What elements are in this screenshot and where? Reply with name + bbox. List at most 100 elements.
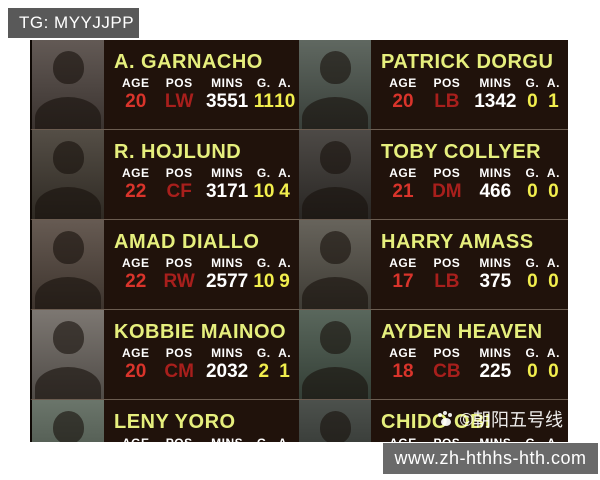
player-goals: 0 — [527, 91, 538, 112]
stats-header-assists: A. — [543, 436, 564, 442]
player-photo — [32, 310, 104, 399]
player-age: 18 — [392, 361, 414, 382]
stats-header-goals: G. — [525, 346, 540, 360]
player-card: AMAD DIALLO AGE POS MINS G. A. 22 RW 257… — [30, 220, 299, 310]
player-card: CHIDO OBI AGE POS MINS G. A. — [299, 400, 568, 442]
stats-header-goals: G. — [256, 346, 271, 360]
player-mins: 3551 — [205, 91, 249, 112]
player-stats: R. HOJLUND AGE POS MINS G. A. 22 CF 3171… — [104, 130, 299, 219]
stats-header-pos: POS — [165, 346, 193, 360]
player-card: R. HOJLUND AGE POS MINS G. A. 22 CF 3171… — [30, 130, 299, 220]
stats-header-age: AGE — [389, 256, 417, 270]
player-mins: 2032 — [205, 361, 249, 382]
person-silhouette-icon — [299, 220, 371, 309]
person-silhouette-icon — [32, 310, 104, 399]
player-name: A. GARNACHO — [114, 51, 263, 73]
stats-header-pos: POS — [425, 436, 469, 442]
player-card: A. GARNACHO AGE POS MINS G. A. 20 LW 355… — [30, 40, 299, 130]
stats-header-row: AGE POS MINS G. A. — [114, 256, 295, 270]
person-silhouette-icon — [32, 130, 104, 219]
stats-header-goals: G. — [525, 166, 540, 180]
player-pos: DM — [432, 181, 462, 202]
player-stats: A. GARNACHO AGE POS MINS G. A. 20 LW 355… — [104, 40, 299, 129]
site-url-banner: www.zh-hthhs-hth.com — [383, 443, 598, 474]
weibo-watermark: ©朝阳五号线 — [437, 409, 563, 431]
stats-header-row: AGE POS MINS G. A. — [381, 436, 564, 442]
player-name: KOBBIE MAINOO — [114, 321, 287, 343]
person-silhouette-icon — [299, 400, 371, 442]
player-photo — [299, 130, 371, 219]
player-stats: HARRY AMASS AGE POS MINS G. A. 17 LB 375… — [371, 220, 568, 309]
player-age: 20 — [392, 91, 414, 112]
stats-header-goals: G. — [256, 76, 271, 90]
player-stats: AMAD DIALLO AGE POS MINS G. A. 22 RW 257… — [104, 220, 299, 309]
player-goals: 2 — [258, 361, 270, 382]
player-photo — [299, 40, 371, 129]
stats-value-row: 22 CF 3171 10 4 — [114, 181, 295, 203]
player-assists: 0 — [548, 181, 559, 202]
player-name: HARRY AMASS — [381, 231, 534, 253]
stats-header-goals: G. — [256, 256, 271, 270]
player-mins: 225 — [479, 361, 512, 382]
player-goals: 0 — [527, 181, 538, 202]
stats-header-goals: G. — [256, 166, 271, 180]
stats-header-age: AGE — [114, 436, 157, 442]
player-pos: LB — [434, 271, 460, 292]
stats-header-assists: A. — [278, 166, 292, 180]
paw-icon — [437, 413, 451, 426]
stats-header-row: AGE POS MINS G. A. — [114, 166, 295, 180]
stats-header-pos: POS — [165, 256, 193, 270]
stats-header-mins: MINS — [469, 436, 522, 442]
person-silhouette-icon — [32, 40, 104, 129]
stats-header-assists: A. — [546, 346, 560, 360]
stats-header-mins: MINS — [211, 256, 244, 270]
player-pos: LW — [164, 91, 194, 112]
stats-header-assists: A. — [278, 346, 292, 360]
stats-header-age: AGE — [121, 166, 150, 180]
players-board: A. GARNACHO AGE POS MINS G. A. 20 LW 355… — [30, 40, 568, 442]
stats-header-assists: A. — [278, 76, 292, 90]
player-mins: 466 — [479, 181, 512, 202]
player-photo — [32, 40, 104, 129]
stats-header-row: AGE POS MINS G. A. — [381, 166, 564, 180]
player-name: CHIDO OBI — [381, 411, 492, 433]
player-stats: CHIDO OBI AGE POS MINS G. A. — [371, 400, 568, 442]
player-stats: LENY YORO AGE POS MINS G. A. — [104, 400, 299, 442]
player-name: AYDEN HEAVEN — [381, 321, 543, 343]
player-photo — [32, 400, 104, 442]
stats-header-goals: G. — [253, 436, 274, 442]
player-age: 22 — [125, 271, 147, 292]
stats-header-mins: MINS — [211, 346, 244, 360]
player-stats: TOBY COLLYER AGE POS MINS G. A. 21 DM 46… — [371, 130, 568, 219]
stats-header-goals: G. — [525, 76, 540, 90]
stats-header-mins: MINS — [479, 346, 512, 360]
player-goals: 0 — [527, 271, 538, 292]
stats-header-assists: A. — [546, 256, 560, 270]
player-mins: 3171 — [205, 181, 249, 202]
player-name: PATRICK DORGU — [381, 51, 554, 73]
player-mins: 2577 — [205, 271, 249, 292]
stats-header-assists: A. — [274, 436, 295, 442]
player-age: 20 — [125, 91, 147, 112]
stats-header-age: AGE — [121, 76, 150, 90]
player-assists: 0 — [548, 361, 559, 382]
watermark-text: ©朝阳五号线 — [459, 410, 563, 430]
player-assists: 1 — [548, 91, 559, 112]
stats-header-mins: MINS — [479, 256, 512, 270]
player-age: 22 — [125, 181, 147, 202]
stats-header-row: AGE POS MINS G. A. — [114, 436, 295, 442]
stats-header-mins: MINS — [211, 76, 244, 90]
player-age: 20 — [125, 361, 147, 382]
player-name: AMAD DIALLO — [114, 231, 260, 253]
person-silhouette-icon — [32, 220, 104, 309]
stats-value-row: 22 RW 2577 10 9 — [114, 271, 295, 293]
player-card: LENY YORO AGE POS MINS G. A. — [30, 400, 299, 442]
player-pos: CB — [433, 361, 461, 382]
stats-header-pos: POS — [433, 346, 461, 360]
player-mins: 1342 — [474, 91, 517, 112]
player-age: 21 — [392, 181, 414, 202]
person-silhouette-icon — [299, 310, 371, 399]
player-card: PATRICK DORGU AGE POS MINS G. A. 20 LB 1… — [299, 40, 568, 130]
stats-header-row: AGE POS MINS G. A. — [381, 76, 564, 90]
player-photo — [299, 310, 371, 399]
